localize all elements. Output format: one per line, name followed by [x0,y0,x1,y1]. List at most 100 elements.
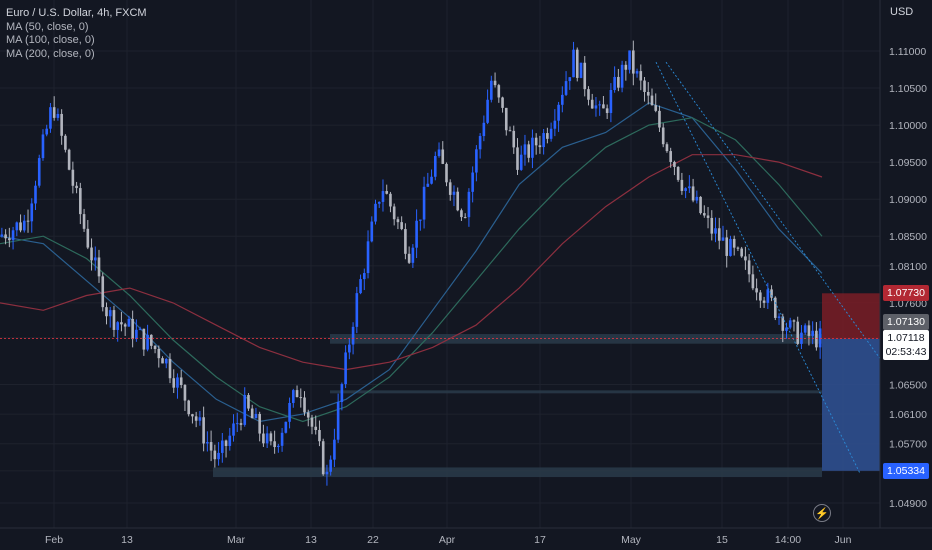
candle-body [273,441,276,448]
currency-label[interactable]: USD [890,6,914,18]
candle-body [295,390,299,398]
take-profit-price-tag: 1.05334 [883,462,929,479]
candle-body [579,62,583,78]
candle-body [112,310,116,330]
moving-average-line [0,154,823,371]
candle-body [108,310,112,317]
candle-body [8,238,11,241]
candle-body [235,423,239,425]
candle-body [258,413,261,434]
candle-body [250,408,254,419]
candle-body [676,166,680,180]
candle-body [422,186,426,220]
price-tick-label: 1.11000 [889,46,926,58]
candle-body [374,203,377,222]
ma50-label[interactable]: MA (50, close, 0) [6,20,89,33]
candle-body [213,450,217,460]
current-price-value: 1.07118 [887,331,925,344]
candle-body [654,105,658,111]
candle-body [93,257,97,261]
price-tick-label: 1.08100 [889,261,927,273]
candle-body [702,213,706,216]
candle-body [624,64,628,70]
candle-body [433,156,437,177]
candle-body [41,134,45,159]
candle-body [314,426,318,431]
candle-body [508,130,512,132]
candle-body [157,349,161,359]
candle-body [467,191,471,218]
candle-body [684,188,687,191]
candle-body [519,154,523,170]
candle-body [620,64,624,88]
candle-body [247,395,250,409]
candle-body [669,151,672,162]
chart-zones [213,293,880,478]
candle-body [557,104,560,121]
candle-body [67,149,71,170]
candle-body [407,253,411,263]
candle-body [221,440,224,453]
candle-body [773,297,777,318]
candle-body [336,401,340,440]
time-tick-label: 15 [716,534,728,546]
time-axis: Feb 13 Mar 13 22 Apr 17 May 15 14:00 Jun [45,534,852,546]
candle-body [344,352,347,385]
candle-body [815,330,818,348]
candle-body [818,328,822,348]
candle-body [531,137,534,158]
candle-body [729,238,732,256]
candle-body [202,417,205,444]
candle-body [232,423,235,436]
ma100-label[interactable]: MA (100, close, 0) [6,34,95,46]
take-profit-zone [822,338,880,471]
candle-body [127,318,131,327]
candle-body [194,416,198,421]
candle-body [661,127,665,145]
candle-body [19,222,22,231]
candle-body [658,110,661,128]
candle-body [333,439,336,460]
price-tick-label: 1.06500 [889,379,927,391]
candle-body [755,288,758,293]
ma200-label[interactable]: MA (200, close, 0) [6,47,95,60]
candle-body [362,273,366,280]
candle-body [64,135,67,150]
candle-body [82,214,86,229]
candle-body [370,221,374,242]
candle-body [355,293,359,327]
candle-body [575,49,579,78]
candle-body [673,161,676,167]
time-tick-label: 22 [367,534,379,546]
support-zone [330,390,822,394]
candle-body [493,80,497,86]
candle-body [717,228,721,241]
candles [0,40,822,486]
candle-body [721,237,725,241]
candle-body [523,144,527,155]
candle-body [605,108,609,113]
candle-body [419,219,422,221]
candle-body [609,90,613,113]
candle-body [643,80,646,92]
candle-body [164,358,168,364]
candle-body [803,325,807,333]
candle-body [385,191,389,194]
candle-body [79,188,82,215]
candle-body [512,130,516,148]
candle-body [602,104,605,109]
candle-body [736,247,740,249]
candle-body [740,248,743,257]
candle-body [594,105,598,109]
candle-body [0,234,4,237]
candle-body [277,445,280,448]
candle-body [744,256,747,261]
candle-body [568,77,572,82]
candle-body [291,390,295,403]
candle-body [478,136,482,150]
candle-body [665,144,669,152]
candle-body [751,274,755,289]
candle-body [228,435,232,446]
lightning-icon[interactable]: ⚡ [813,504,831,522]
